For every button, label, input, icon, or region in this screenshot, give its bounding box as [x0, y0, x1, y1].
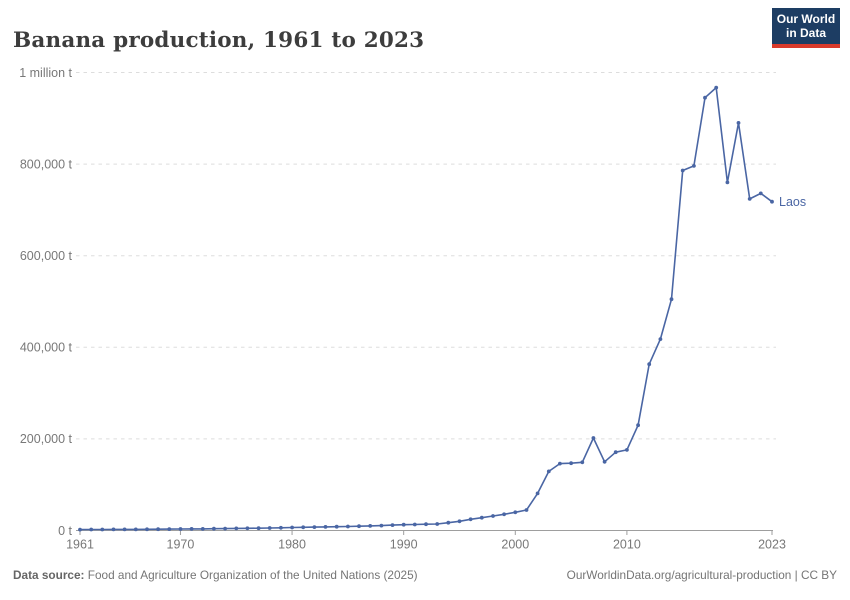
data-point[interactable] — [346, 524, 350, 529]
series-line[interactable] — [79, 86, 773, 531]
data-point[interactable] — [703, 95, 707, 100]
data-point[interactable] — [591, 436, 596, 440]
data-point[interactable] — [602, 459, 607, 464]
y-tick-label: 200,000 t — [20, 432, 73, 446]
data-point[interactable] — [725, 180, 730, 185]
x-tick-label: 1961 — [66, 538, 94, 552]
data-point[interactable] — [636, 423, 640, 428]
data-point[interactable] — [401, 522, 406, 527]
data-point[interactable] — [647, 362, 652, 367]
data-point[interactable] — [245, 526, 250, 531]
data-point[interactable] — [200, 527, 205, 531]
data-point[interactable] — [680, 168, 685, 173]
data-point[interactable] — [479, 515, 484, 520]
data-point[interactable] — [156, 527, 161, 532]
data-source-text: Food and Agriculture Organization of the… — [84, 568, 418, 582]
y-tick-label: 0 t — [58, 524, 72, 538]
data-point[interactable] — [301, 525, 306, 530]
page-title: Banana production, 1961 to 2023 — [13, 28, 425, 54]
data-point[interactable] — [379, 523, 384, 528]
data-point[interactable] — [736, 121, 741, 125]
y-tick-label: 600,000 t — [20, 249, 73, 263]
data-point[interactable] — [390, 523, 395, 527]
data-point[interactable] — [714, 85, 719, 90]
data-point[interactable] — [234, 526, 239, 531]
data-point[interactable] — [334, 524, 339, 529]
data-point[interactable] — [122, 527, 127, 532]
data-point[interactable] — [267, 526, 272, 530]
data-point[interactable] — [491, 514, 495, 518]
owid-logo-line2: in Data — [785, 26, 826, 40]
data-source: Data source: Food and Agriculture Organi… — [13, 568, 418, 582]
data-point[interactable] — [133, 527, 138, 532]
data-point[interactable] — [502, 512, 506, 517]
data-point[interactable] — [669, 297, 674, 302]
x-tick-label: 1970 — [167, 538, 195, 552]
data-point[interactable] — [111, 527, 116, 532]
data-point[interactable] — [312, 525, 317, 529]
data-point[interactable] — [178, 527, 183, 531]
data-point[interactable] — [546, 469, 551, 474]
data-point[interactable] — [569, 461, 573, 466]
data-point[interactable] — [457, 519, 462, 524]
owid-logo[interactable]: Our World in Data — [772, 8, 840, 48]
data-point[interactable] — [658, 337, 663, 341]
owid-logo-line1: Our World — [776, 12, 836, 26]
owid-link[interactable]: OurWorldinData.org/agricultural-producti… — [566, 568, 837, 582]
data-point[interactable] — [580, 460, 585, 465]
data-point[interactable] — [279, 525, 283, 530]
series-end-label[interactable]: Laos — [779, 195, 806, 209]
x-tick-label: 2000 — [501, 538, 529, 552]
data-point[interactable] — [625, 448, 629, 452]
y-tick-label: 400,000 t — [20, 341, 73, 355]
data-point[interactable] — [412, 522, 417, 527]
data-point[interactable] — [558, 461, 562, 466]
data-point[interactable] — [323, 525, 328, 529]
chart-footer: Data source: Food and Agriculture Organi… — [13, 568, 837, 582]
data-point[interactable] — [513, 510, 518, 515]
x-tick-label: 2010 — [613, 538, 641, 552]
data-point[interactable] — [446, 520, 451, 525]
data-point[interactable] — [357, 524, 361, 529]
x-tick-label: 1990 — [390, 538, 418, 552]
data-source-label: Data source: — [13, 568, 85, 582]
data-point[interactable] — [145, 527, 149, 532]
data-point[interactable] — [758, 191, 763, 196]
y-tick-label: 800,000 t — [20, 157, 73, 171]
data-point[interactable] — [89, 527, 94, 532]
data-point[interactable] — [78, 527, 82, 532]
data-point[interactable] — [424, 522, 428, 527]
data-point[interactable] — [368, 524, 373, 528]
data-point[interactable] — [256, 526, 261, 531]
data-point[interactable] — [535, 491, 540, 496]
data-point[interactable] — [223, 526, 228, 531]
data-point[interactable] — [212, 526, 216, 531]
data-point[interactable] — [613, 450, 618, 455]
data-point[interactable] — [290, 525, 294, 530]
x-tick-label: 1980 — [278, 538, 306, 552]
data-point[interactable] — [692, 164, 696, 168]
data-point[interactable] — [468, 517, 473, 522]
data-point[interactable] — [770, 199, 774, 204]
x-tick-label: 2023 — [758, 538, 786, 552]
data-point[interactable] — [189, 527, 194, 531]
y-tick-label: 1 million t — [19, 66, 72, 80]
data-point[interactable] — [167, 527, 172, 531]
data-point[interactable] — [524, 508, 529, 512]
data-point[interactable] — [100, 527, 105, 532]
data-point[interactable] — [747, 197, 752, 201]
data-point[interactable] — [435, 522, 440, 526]
